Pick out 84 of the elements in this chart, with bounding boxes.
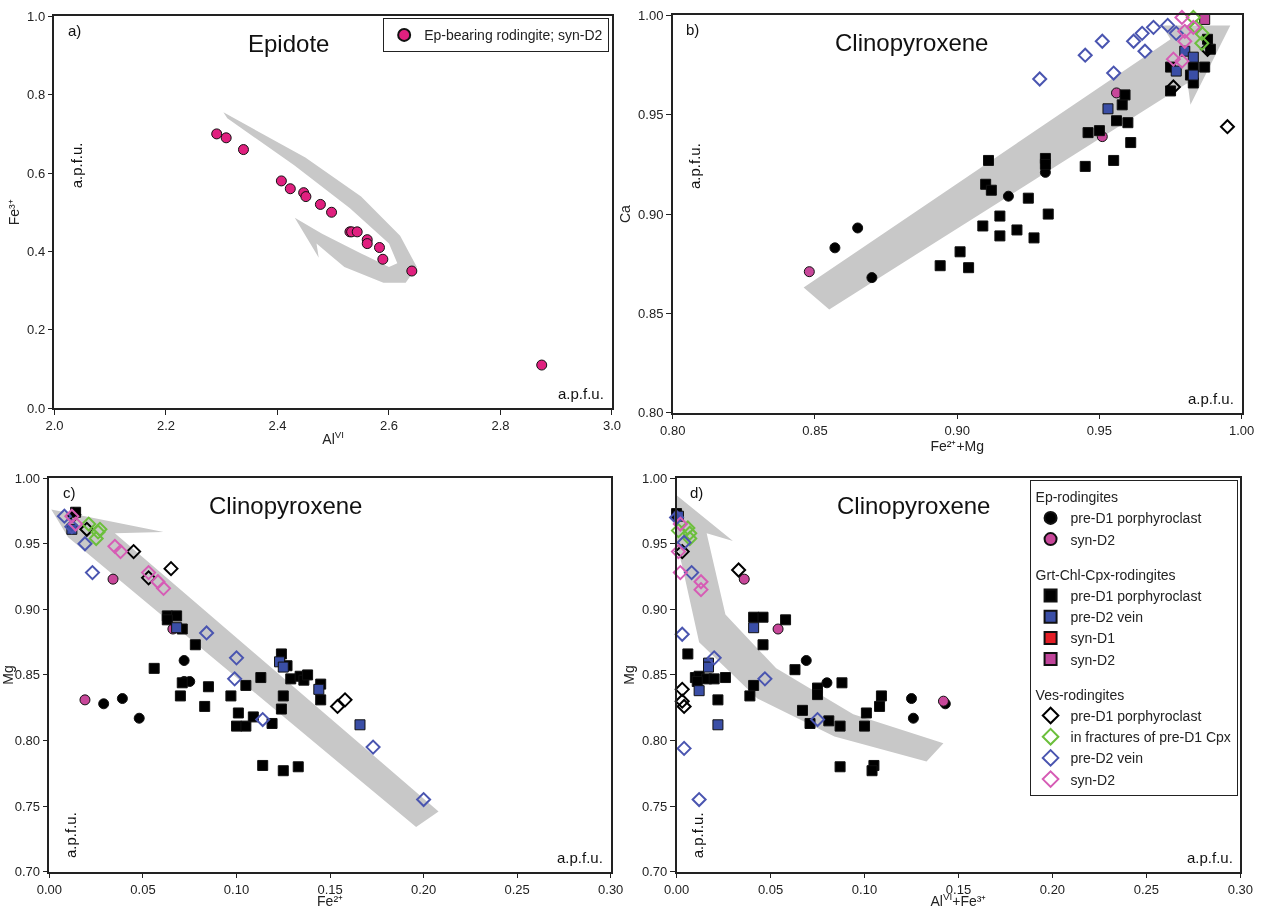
x-tick-label: 0.05: [130, 882, 156, 898]
x-tick-label: 0.30: [598, 882, 624, 898]
annotation: a): [68, 22, 82, 39]
text: Clinopyroxene: [835, 29, 989, 56]
y-tick-label: 0.0: [27, 400, 46, 416]
y-tick-label: 0.2: [27, 322, 46, 338]
x-tick-label: 2.6: [379, 418, 399, 434]
y-tick-label: 0.75: [641, 798, 668, 814]
y-tick-label: 0.90: [14, 601, 41, 617]
y-tick-label: 0.70: [14, 864, 41, 880]
text: Epidote: [248, 30, 330, 57]
annotation: d): [690, 484, 704, 501]
legend-label: pre-D1 porphyroclast: [1070, 587, 1202, 604]
text: Ep-rodingites: [1035, 489, 1119, 506]
x-tick-label: 0.85: [802, 423, 828, 439]
x-tick-label: 2.0: [45, 418, 64, 434]
x-tick-label: 0.10: [223, 882, 250, 898]
annotation: a.p.f.u.: [1187, 849, 1233, 866]
text: Ves-rodingites: [1035, 686, 1125, 703]
x-tick-label: 0.30: [1227, 882, 1254, 898]
x-axis-title: Fe²⁺+Mg: [930, 438, 985, 455]
legend-label: syn-D2: [1070, 531, 1116, 548]
x-tick-label: 0.90: [944, 423, 970, 439]
y-tick-label: 0.95: [638, 107, 664, 123]
annotation: a.p.f.u.: [62, 812, 80, 859]
y-tick-label: 0.4: [27, 243, 46, 259]
x-axis-title: Fe²⁺: [317, 893, 344, 909]
x-tick-label: 0.25: [504, 882, 530, 898]
x-tick-label: 1.00: [1229, 423, 1255, 439]
x-tick-label: 0.10: [851, 882, 878, 898]
annotation: a.p.f.u.: [67, 142, 85, 189]
legend-label: syn-D2: [1070, 651, 1116, 668]
x-tick-label: 0.80: [660, 423, 686, 439]
legend-label: pre-D1 porphyroclast: [1070, 510, 1202, 527]
legend-label: pre-D2 vein: [1070, 750, 1143, 767]
y-tick-label: 0.85: [638, 305, 664, 321]
y-tick-label: 0.90: [638, 206, 664, 222]
x-axis-title: Al$^{VI}$: [322, 429, 345, 448]
x-tick-label: 0.05: [757, 882, 784, 898]
y-axis-title: Ca: [617, 204, 634, 224]
annotation: a.p.f.u.: [558, 385, 604, 402]
x-tick-label: 3.0: [602, 418, 621, 434]
y-tick-label: 0.95: [14, 536, 41, 552]
legend-label: syn-D2: [1070, 771, 1116, 788]
x-tick-label: 0.20: [1039, 882, 1066, 898]
x-tick-label: 2.8: [491, 418, 510, 434]
annotation: a.p.f.u.: [557, 849, 603, 866]
y-tick-label: 0.80: [641, 733, 668, 749]
legend-label: in fractures of pre-D1 Cpx: [1070, 729, 1231, 746]
legend-label: pre-D2 vein: [1070, 609, 1143, 626]
y-tick-label: 0.70: [641, 864, 668, 880]
x-tick-label: 2.4: [268, 418, 287, 434]
legend-label: pre-D1 porphyroclast: [1070, 707, 1202, 724]
y-tick-label: 1.0: [27, 8, 46, 24]
y-tick-label: 0.75: [14, 798, 41, 814]
y-tick-label: 0.85: [641, 667, 668, 683]
x-tick-label: 2.2: [156, 418, 176, 434]
annotation: a.p.f.u.: [689, 812, 707, 859]
y-axis-title: Mg: [0, 665, 16, 685]
annotation: c): [63, 484, 76, 501]
y-tick-label: 0.6: [27, 165, 46, 181]
x-tick-label: 0.95: [1086, 423, 1113, 439]
x-tick-label: 0.00: [663, 882, 690, 898]
legend-label: syn-D1: [1070, 630, 1116, 647]
annotation: b): [686, 21, 700, 38]
y-tick-label: 0.8: [27, 87, 46, 103]
legend-label: Ep-bearing rodingite; syn-D2: [424, 27, 603, 44]
y-tick-label: 0.80: [14, 733, 41, 749]
y-tick-label: 1.00: [638, 8, 664, 23]
text: Clinopyroxene: [209, 492, 363, 519]
y-tick-label: 1.00: [14, 470, 41, 486]
x-tick-label: 0.20: [410, 882, 437, 898]
x-tick-label: 0.25: [1133, 882, 1160, 898]
annotation: a.p.f.u.: [1188, 390, 1234, 407]
y-tick-label: 0.95: [641, 536, 668, 552]
text: Grt-Chl-Cpx-rodingites: [1035, 566, 1176, 583]
y-axis-title: Fe³⁺: [6, 199, 23, 226]
y-tick-label: 0.90: [641, 601, 668, 617]
annotation: a.p.f.u.: [686, 143, 704, 190]
y-tick-label: 1.00: [641, 470, 668, 486]
text: Clinopyroxene: [837, 492, 991, 519]
y-axis-title: Mg: [621, 665, 638, 685]
y-tick-label: 0.80: [638, 405, 664, 421]
x-tick-label: 0.00: [36, 882, 63, 898]
